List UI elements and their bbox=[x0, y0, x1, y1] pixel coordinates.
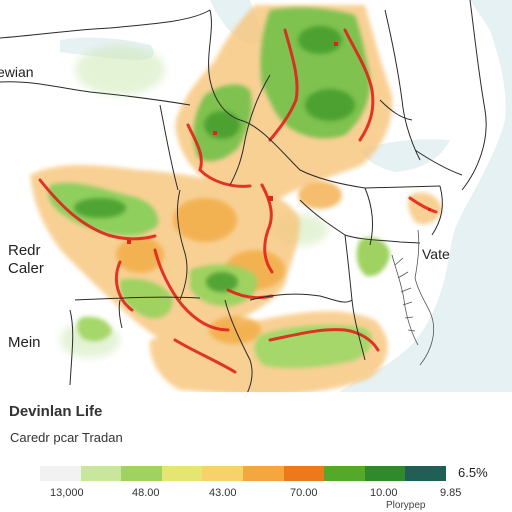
legend-sub-label: Plorypep bbox=[386, 500, 426, 511]
map-label-caler: Caler bbox=[8, 260, 44, 277]
bay-upper bbox=[360, 139, 450, 172]
legend-swatch bbox=[242, 466, 284, 481]
red-edges bbox=[38, 28, 438, 374]
legend-swatch bbox=[161, 466, 203, 481]
map-label-vate: Vate bbox=[422, 246, 450, 262]
map-label-redr: Redr bbox=[8, 242, 41, 259]
borders bbox=[0, 0, 487, 399]
legend-swatch bbox=[364, 466, 406, 481]
map-label-region-northwest: ewian bbox=[0, 64, 34, 80]
legend-tick-label: 13,000 bbox=[50, 487, 84, 499]
legend-unit-label: 6.5% bbox=[458, 465, 488, 480]
legend-tick-label: 10.00 bbox=[370, 487, 398, 499]
map-label-mein: Mein bbox=[8, 334, 41, 351]
legend-tick-label: 9.85 bbox=[440, 487, 462, 499]
legend-swatch bbox=[202, 466, 243, 481]
legend-tick-label: 43.00 bbox=[209, 487, 237, 499]
ocean-east bbox=[330, 0, 512, 400]
legend-swatch bbox=[405, 466, 446, 481]
legend-swatch bbox=[40, 466, 81, 481]
legend-panel bbox=[0, 392, 512, 512]
legend-subtitle: Caredr pcar Tradan bbox=[10, 430, 123, 445]
legend-title: Devinlan Life bbox=[9, 403, 103, 420]
red-specks bbox=[127, 42, 431, 244]
legend-swatch bbox=[80, 466, 122, 481]
legend-color-scale bbox=[40, 466, 446, 481]
coastline bbox=[391, 229, 434, 366]
legend-swatch bbox=[283, 466, 325, 481]
legend-swatch bbox=[324, 466, 365, 481]
legend-tick-label: 70.00 bbox=[290, 487, 318, 499]
legend-swatch bbox=[121, 466, 162, 481]
legend-tick-label: 48.00 bbox=[132, 487, 160, 499]
